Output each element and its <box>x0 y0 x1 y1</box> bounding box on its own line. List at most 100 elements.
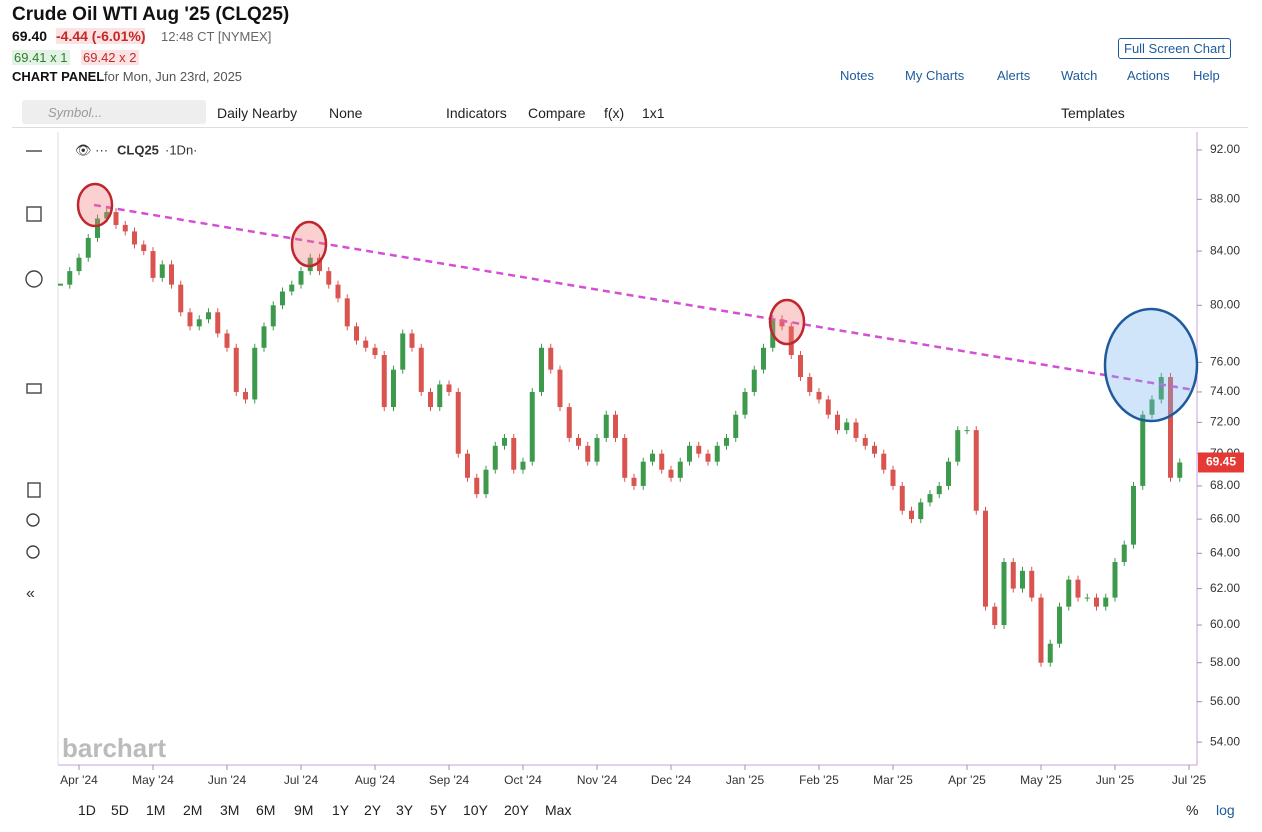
last-price-box <box>1198 452 1244 473</box>
toolbar-item[interactable]: 1x1 <box>642 105 665 121</box>
range-button[interactable]: 1D <box>78 802 96 818</box>
toolbar-item[interactable]: None <box>329 105 363 121</box>
candle <box>622 437 628 478</box>
candle <box>455 391 461 454</box>
candle <box>631 477 637 486</box>
candle <box>807 377 813 392</box>
touch-circle <box>76 182 114 228</box>
range-button[interactable]: 3M <box>220 802 240 818</box>
link[interactable]: Alerts <box>997 68 1031 83</box>
range-button[interactable]: 9M <box>294 802 314 818</box>
candle <box>344 298 350 327</box>
y-tick-label: 76.00 <box>1210 354 1240 368</box>
candle <box>206 312 211 320</box>
candle <box>150 251 156 278</box>
candle <box>335 284 341 299</box>
candle <box>354 326 359 341</box>
range-button[interactable]: 10Y <box>463 802 488 818</box>
link[interactable]: Help <box>1193 68 1220 83</box>
link[interactable]: Actions <box>1127 68 1170 83</box>
range-button[interactable]: Max <box>545 802 572 818</box>
candle <box>169 264 174 285</box>
last-price-label: 69.45 <box>1206 455 1236 469</box>
panel: CHART PANEL <box>12 69 105 84</box>
x-tick-label: Sep '24 <box>429 773 470 787</box>
candle <box>973 430 979 511</box>
toolbar-item[interactable]: f(x) <box>604 105 625 121</box>
candle <box>1038 597 1044 663</box>
candle <box>705 453 711 462</box>
x-tick-label: Jun '24 <box>208 773 247 787</box>
collapse[interactable]: « <box>26 585 35 602</box>
toolbar-item[interactable]: Compare <box>528 105 586 121</box>
candle <box>927 494 933 503</box>
y-tick-label: 64.00 <box>1210 545 1240 559</box>
candle <box>640 461 646 486</box>
candle <box>280 291 285 306</box>
candle <box>428 391 433 408</box>
candle <box>1103 597 1109 607</box>
scale-option[interactable]: % <box>1186 802 1199 818</box>
link[interactable]: My Charts <box>905 68 965 83</box>
candle <box>1047 643 1053 663</box>
trendline <box>93 203 1195 392</box>
candle <box>1131 485 1136 545</box>
change: -4.44 (-6.01%) <box>56 28 146 44</box>
candle <box>872 445 877 454</box>
candle <box>1094 597 1099 607</box>
range-button[interactable]: 20Y <box>504 802 529 818</box>
candle <box>502 437 507 446</box>
candle <box>113 212 119 225</box>
candle <box>585 445 591 462</box>
candle <box>650 453 655 462</box>
candle <box>825 399 831 415</box>
range-button[interactable]: 1M <box>146 802 166 818</box>
link[interactable]: Notes <box>840 68 874 83</box>
candle <box>132 231 137 245</box>
candle <box>816 391 822 400</box>
candle <box>363 340 369 348</box>
candle <box>1084 597 1090 599</box>
candle <box>58 283 63 286</box>
full-screen[interactable]: Full Screen Chart <box>1118 38 1232 59</box>
candle <box>557 369 563 408</box>
candle <box>677 461 683 478</box>
candle <box>372 347 378 356</box>
range-button[interactable]: 5Y <box>430 802 448 818</box>
candle <box>603 414 609 438</box>
break-circle <box>1103 307 1199 423</box>
range-button[interactable]: 5D <box>111 802 129 818</box>
candle <box>724 437 729 446</box>
candle <box>687 445 692 462</box>
scale-option[interactable]: log <box>1216 802 1235 818</box>
y-tick-label: 56.00 <box>1210 694 1240 708</box>
candle <box>1075 579 1081 598</box>
toolbar-item[interactable]: Indicators <box>446 105 507 121</box>
legend-suffix: ·1Dn· <box>165 142 198 157</box>
search[interactable]: Symbol... <box>22 100 206 124</box>
candle <box>483 469 489 495</box>
candle <box>409 333 415 348</box>
toolbar-item[interactable]: Daily Nearby <box>217 105 298 121</box>
ask: 69.42 x 2 <box>81 50 139 65</box>
range-button[interactable]: 2M <box>183 802 203 818</box>
panel-date: for Mon, Jun 23rd, 2025 <box>104 69 243 84</box>
x-tick-label: Aug '24 <box>355 773 396 787</box>
touch-circle <box>290 220 328 268</box>
range-button[interactable]: 6M <box>256 802 276 818</box>
link[interactable]: Watch <box>1061 68 1098 83</box>
templates[interactable]: Templates <box>1061 105 1125 121</box>
candle <box>492 445 498 470</box>
y-tick-label: 72.00 <box>1210 415 1240 429</box>
x-tick-label: Oct '24 <box>504 773 542 787</box>
candle <box>909 510 914 520</box>
candle <box>243 391 248 400</box>
candle <box>400 333 406 370</box>
candle <box>1029 570 1035 598</box>
candle <box>391 369 396 408</box>
range-button[interactable]: 1Y <box>332 802 350 818</box>
candle <box>714 445 720 462</box>
candle <box>992 606 998 626</box>
range-button[interactable]: 3Y <box>396 802 414 818</box>
range-button[interactable]: 2Y <box>364 802 382 818</box>
